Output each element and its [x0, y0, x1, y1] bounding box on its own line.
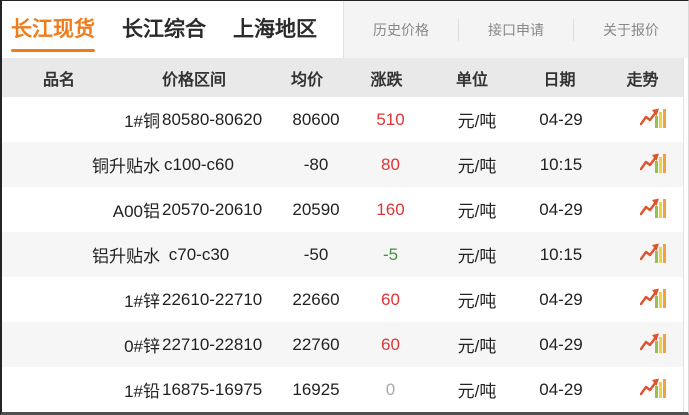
- price-range: 22610-22710: [162, 289, 263, 309]
- quote-date: 10:15: [539, 154, 583, 174]
- unit: 元/吨: [457, 157, 497, 176]
- average-price: 20590: [292, 199, 340, 219]
- header-price-range: 价格区间: [162, 58, 258, 97]
- unit: 元/吨: [457, 112, 497, 131]
- price-range: 22710-22810: [162, 334, 263, 354]
- table-body: 1#铜 80580-80620 80600 510 元/吨 04-29 铜升贴水…: [2, 97, 683, 412]
- right-edge-divider: [683, 58, 684, 412]
- trend-up-chart-icon[interactable]: [639, 332, 666, 353]
- price-table: 品名 价格区间 均价 涨跌 单位 日期 走势 1#铜 80580-80620 8…: [2, 58, 683, 412]
- table-row: 0#锌 22710-22810 22760 60 元/吨 04-29: [2, 322, 683, 367]
- trend-cell: [622, 187, 683, 232]
- price-change: 80: [381, 154, 400, 174]
- price-change: 160: [376, 199, 405, 219]
- product-name: 铝升贴水: [92, 247, 160, 266]
- link-api-application[interactable]: 接口申请: [458, 18, 573, 41]
- average-price: 80600: [292, 109, 340, 129]
- price-change: 60: [381, 334, 400, 354]
- average-price: -80: [303, 154, 329, 174]
- price-range: 80580-80620: [162, 109, 263, 129]
- average-price: -50: [303, 244, 329, 264]
- price-range: c100-c60: [164, 154, 234, 174]
- trend-up-chart-icon[interactable]: [639, 197, 666, 218]
- unit: 元/吨: [457, 382, 497, 401]
- price-range: 20570-20610: [162, 199, 263, 219]
- tab-changjiang-spot[interactable]: 长江现货: [11, 11, 95, 52]
- market-tabs: 长江现货 长江综合 上海地区: [2, 1, 688, 58]
- table-row: 1#铜 80580-80620 80600 510 元/吨 04-29: [2, 97, 683, 142]
- trend-cell: [622, 232, 683, 277]
- price-range: 16875-16975: [162, 379, 263, 399]
- table-row: 铜升贴水 c100-c60 -80 80 元/吨 10:15: [2, 142, 683, 187]
- product-name: 1#铜: [124, 112, 160, 131]
- average-price: 16925: [292, 379, 340, 399]
- product-name: 0#锌: [124, 337, 160, 356]
- tab-changjiang-composite[interactable]: 长江综合: [122, 17, 206, 41]
- price-change: -5: [382, 244, 399, 264]
- header-date: 日期: [535, 58, 622, 97]
- unit: 元/吨: [457, 292, 497, 311]
- nav-links: 历史价格 接口申请 关于报价: [343, 1, 688, 58]
- quote-date: 04-29: [539, 199, 583, 219]
- trend-cell: [622, 142, 683, 187]
- price-change: 60: [381, 289, 400, 309]
- trend-cell: [622, 367, 683, 412]
- tab-shanghai-region[interactable]: 上海地区: [233, 17, 317, 41]
- average-price: 22660: [292, 289, 340, 309]
- price-change: 0: [385, 379, 396, 399]
- trend-up-chart-icon[interactable]: [639, 242, 666, 263]
- price-change: 510: [376, 109, 405, 129]
- quote-date: 04-29: [539, 334, 583, 354]
- quote-date: 04-29: [539, 109, 583, 129]
- header-product: 品名: [2, 58, 162, 97]
- table-row: A00铝 20570-20610 20590 160 元/吨 04-29: [2, 187, 683, 232]
- trend-up-chart-icon[interactable]: [639, 287, 666, 308]
- unit: 元/吨: [457, 202, 497, 221]
- trend-up-chart-icon[interactable]: [639, 152, 666, 173]
- table-header: 品名 价格区间 均价 涨跌 单位 日期 走势: [2, 58, 683, 97]
- header-unit: 单位: [445, 58, 535, 97]
- link-history-prices[interactable]: 历史价格: [373, 21, 429, 38]
- header-change: 涨跌: [364, 58, 445, 97]
- header-average: 均价: [258, 58, 364, 97]
- unit: 元/吨: [457, 337, 497, 356]
- quote-date: 04-29: [539, 379, 583, 399]
- trend-cell: [622, 322, 683, 367]
- quote-date: 10:15: [539, 244, 583, 264]
- unit: 元/吨: [457, 247, 497, 266]
- average-price: 22760: [292, 334, 340, 354]
- product-name: 1#锌: [124, 292, 160, 311]
- header-trend: 走势: [622, 58, 683, 97]
- product-name: 1#铅: [124, 382, 160, 401]
- trend-up-chart-icon[interactable]: [639, 107, 666, 128]
- quote-date: 04-29: [539, 289, 583, 309]
- table-row: 铝升贴水 c70-c30 -50 -5 元/吨 10:15: [2, 232, 683, 277]
- top-nav: 长江现货 长江综合 上海地区 历史价格 接口申请 关于报价: [2, 1, 688, 58]
- trend-cell: [622, 277, 683, 322]
- table-row: 1#铅 16875-16975 16925 0 元/吨 04-29: [2, 367, 683, 412]
- trend-up-chart-icon[interactable]: [639, 377, 666, 398]
- link-about-quotes[interactable]: 关于报价: [573, 18, 688, 41]
- trend-cell: [622, 97, 683, 142]
- price-range: c70-c30: [168, 244, 230, 264]
- table-row: 1#锌 22610-22710 22660 60 元/吨 04-29: [2, 277, 683, 322]
- product-name: 铜升贴水: [92, 157, 160, 176]
- product-name: A00铝: [112, 202, 160, 221]
